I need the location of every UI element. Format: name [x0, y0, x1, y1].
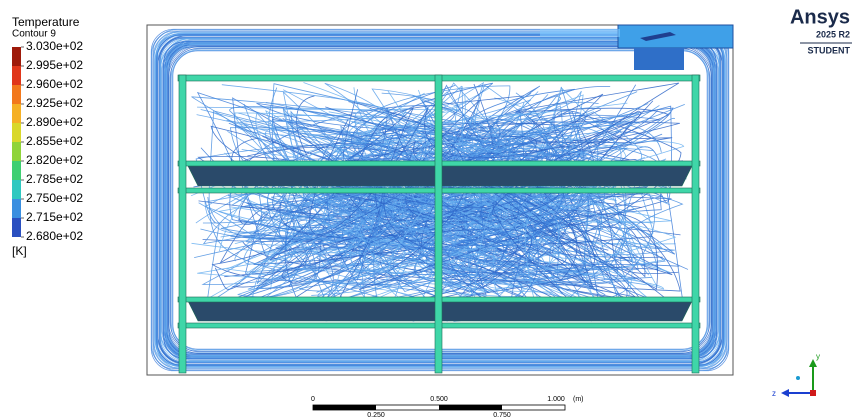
- page: {"legend": {"title": "Temperature", "sub…: [0, 0, 862, 419]
- frame-post: [692, 75, 699, 373]
- legend-unit: [K]: [12, 244, 27, 258]
- legend-swatch: [12, 142, 21, 161]
- legend-label: 2.890e+02: [26, 115, 83, 129]
- legend-swatch: [12, 180, 21, 199]
- inlet-box: [618, 25, 733, 48]
- logo-edition: STUDENT: [808, 45, 851, 55]
- triad-label: y: [816, 352, 820, 361]
- scale-label: 0.500: [430, 396, 448, 403]
- legend-label: 2.960e+02: [26, 77, 83, 91]
- legend-swatch: [12, 85, 21, 104]
- legend-label: 3.030e+02: [26, 39, 83, 53]
- scale-label: 0.250: [367, 412, 385, 419]
- scale-unit: (m): [573, 396, 584, 403]
- scale-label: 0.750: [493, 412, 511, 419]
- scale-label: 0: [311, 396, 315, 403]
- logo-version: 2025 R2: [816, 29, 850, 39]
- body: Temperature Contour 9 [K] 3.030e+02 2.995…: [0, 0, 862, 419]
- legend-swatch: [12, 199, 21, 218]
- frame-post: [435, 75, 442, 373]
- legend-label: 2.855e+02: [26, 134, 83, 148]
- inlet-duct: [634, 48, 684, 70]
- legend-label: 2.785e+02: [26, 172, 83, 186]
- viewport: Temperature Contour 9 [K] 3.030e+02 2.995…: [0, 0, 862, 419]
- legend-title: Temperature: [12, 15, 80, 29]
- legend-swatch: [12, 161, 21, 180]
- legend-label: 2.925e+02: [26, 96, 83, 110]
- scale-segment: [439, 405, 502, 410]
- legend-label: 2.715e+02: [26, 210, 83, 224]
- legend-subtitle: Contour 9: [12, 29, 56, 40]
- legend-swatch: [12, 104, 21, 123]
- legend-label: 2.750e+02: [26, 191, 83, 205]
- legend-swatch: [12, 47, 21, 66]
- legend-label: 2.820e+02: [26, 153, 83, 167]
- legend-swatch: [12, 66, 21, 85]
- triad-label: z: [772, 389, 776, 398]
- triad-origin: [810, 390, 816, 396]
- legend-swatch: [12, 218, 21, 237]
- legend-swatch: [12, 123, 21, 142]
- legend-label: 2.995e+02: [26, 58, 83, 72]
- jet: [540, 29, 620, 37]
- frame-post: [179, 75, 186, 373]
- logo-name: Ansys: [790, 6, 850, 28]
- legend-label: 2.680e+02: [26, 229, 83, 243]
- triad-dot: [796, 376, 800, 380]
- scale-segment: [313, 405, 376, 410]
- scale-label: 1.000: [547, 396, 565, 403]
